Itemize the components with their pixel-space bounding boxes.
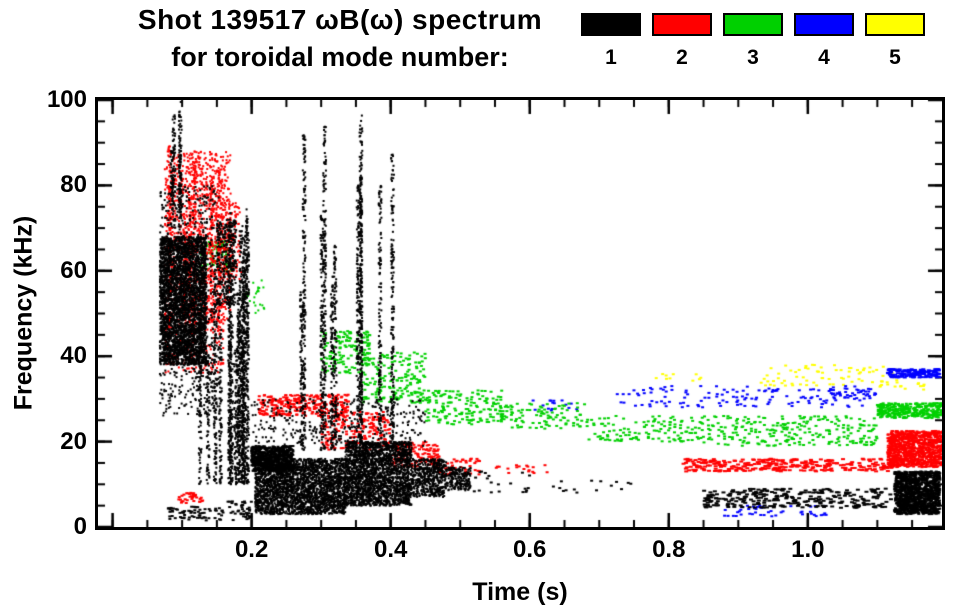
- x-tick-label: 0.6: [513, 536, 547, 563]
- legend-swatch-mode-1: [581, 13, 641, 36]
- spectrogram-canvas: [98, 100, 942, 527]
- x-tick-label: 0.2: [234, 536, 269, 563]
- legend-label-mode-3: 3: [747, 46, 759, 69]
- chart-title: Shot 139517 ωB(ω) spectrum: [137, 4, 543, 35]
- y-tick-label: 60: [60, 256, 87, 284]
- y-tick-label: 0: [73, 513, 87, 540]
- legend-label-mode-5: 5: [889, 46, 901, 69]
- legend-swatch-mode-5: [865, 13, 925, 36]
- x-tick-label: 1.0: [791, 536, 825, 563]
- legend-swatch-mode-4: [794, 13, 854, 36]
- chart-subtitle: for toroidal mode number:: [171, 42, 509, 72]
- x-tick-label: 0.8: [652, 536, 686, 563]
- x-axis-title: Time (s): [472, 578, 568, 606]
- y-tick-label: 40: [60, 342, 87, 370]
- legend-label-mode-2: 2: [676, 46, 688, 69]
- legend-swatch-mode-2: [652, 13, 712, 36]
- y-tick-label: 100: [46, 86, 87, 113]
- legend-label-mode-4: 4: [818, 46, 830, 69]
- y-tick-label: 20: [60, 427, 87, 455]
- y-axis-title: Frequency (kHz): [9, 215, 38, 411]
- x-tick-label: 0.4: [374, 536, 408, 563]
- y-tick-label: 80: [60, 171, 87, 199]
- plot-area: [95, 97, 945, 530]
- legend-label-mode-1: 1: [605, 46, 617, 69]
- legend-swatch-mode-3: [723, 13, 783, 36]
